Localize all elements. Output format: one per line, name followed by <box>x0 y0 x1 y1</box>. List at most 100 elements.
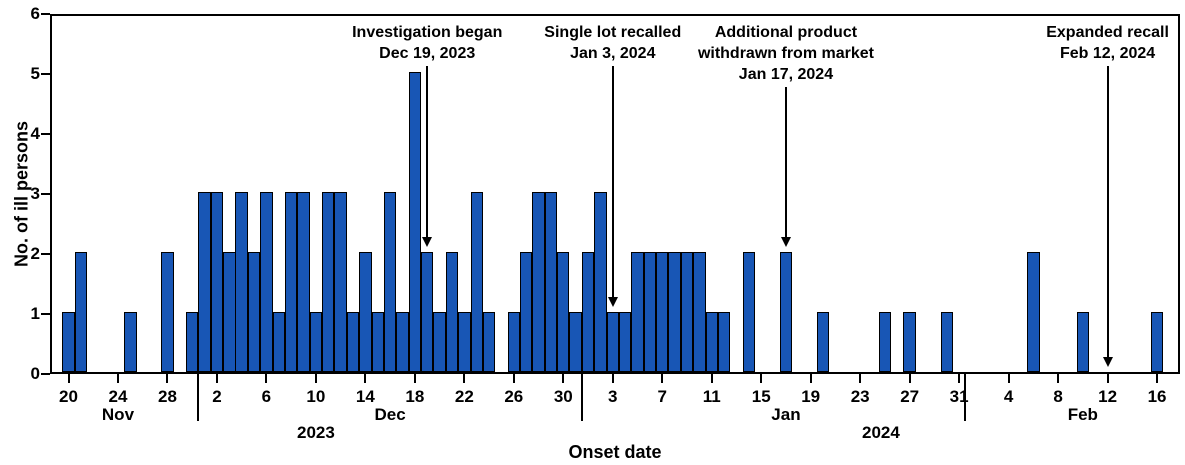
annotation-arrowhead-3 <box>1102 357 1113 367</box>
bar-dec-1 <box>198 192 211 372</box>
bar-jan-14 <box>742 252 756 372</box>
x-day-label-23: 23 <box>850 387 870 406</box>
bar-jan-9 <box>680 252 694 372</box>
bar-dec-28 <box>532 192 545 372</box>
month-label-jan: Jan <box>771 405 801 424</box>
month-separator <box>197 374 200 421</box>
x-tick-mark <box>859 374 862 383</box>
x-day-label-4: 4 <box>1003 387 1014 406</box>
x-day-label-14: 14 <box>355 387 375 406</box>
y-tick-label-4: 4 <box>30 124 40 143</box>
bar-jan-4 <box>618 312 632 372</box>
x-day-label-24: 24 <box>108 387 128 406</box>
bar-nov-25 <box>124 312 137 372</box>
bars-container: Investigation began Dec 19, 2023 Single lo… <box>52 16 1178 372</box>
bar-dec-27 <box>519 252 533 372</box>
x-tick-mark <box>265 374 268 383</box>
bar-jan-3 <box>606 312 619 372</box>
bar-dec-31 <box>569 312 582 372</box>
bar-jan-11 <box>705 312 718 372</box>
bar-jan-20 <box>816 312 830 372</box>
x-tick-mark <box>116 374 119 383</box>
x-tick-mark <box>364 374 367 383</box>
bar-jan-27 <box>903 312 916 372</box>
bar-nov-30 <box>186 312 199 372</box>
bar-dec-21 <box>445 252 459 372</box>
y-tick-label-5: 5 <box>30 64 40 83</box>
bar-jan-8 <box>668 252 681 372</box>
y-tick-mark <box>41 373 50 375</box>
x-day-label-8: 8 <box>1053 387 1063 406</box>
x-tick-mark <box>413 374 416 383</box>
bar-nov-20 <box>62 312 75 372</box>
bar-jan-30 <box>940 312 953 372</box>
y-tick-label-2: 2 <box>30 244 40 263</box>
x-day-label-2: 2 <box>212 387 222 406</box>
x-tick-mark <box>1106 374 1109 383</box>
annotation-arrow-line-1 <box>611 66 614 299</box>
x-axis-title: Onset date <box>568 442 662 462</box>
bar-dec-24 <box>482 312 496 372</box>
bar-feb-10 <box>1076 312 1090 372</box>
x-day-label-22: 22 <box>454 387 474 406</box>
x-day-label-16: 16 <box>1147 387 1167 406</box>
bar-jan-6 <box>643 252 657 372</box>
x-tick-mark <box>809 374 812 383</box>
bar-dec-20 <box>433 312 446 372</box>
annotation-arrow-line-0 <box>426 66 429 239</box>
bar-jan-25 <box>878 312 892 372</box>
x-tick-mark <box>463 374 466 383</box>
x-day-label-20: 20 <box>59 387 78 406</box>
bar-dec-3 <box>223 252 236 372</box>
bar-jan-17 <box>779 252 793 372</box>
annotation-text-2: Additional product withdrawn from market J… <box>697 24 874 83</box>
annotation-text-1: Single lot recalled Jan 3, 2024 <box>544 24 682 62</box>
x-day-label-11: 11 <box>702 387 721 406</box>
year-label-2023: 2023 <box>297 423 335 442</box>
y-tick-mark <box>41 193 50 195</box>
month-separator <box>580 374 583 421</box>
month-label-nov: Nov <box>101 405 135 424</box>
bar-jan-12 <box>717 312 731 372</box>
annotation-arrowhead-2 <box>780 237 791 247</box>
y-tick-label-1: 1 <box>30 304 40 323</box>
bar-dec-8 <box>284 192 298 372</box>
bar-jan-7 <box>656 252 669 372</box>
bar-dec-13 <box>346 312 360 372</box>
bar-dec-23 <box>470 192 483 372</box>
x-day-label-30: 30 <box>553 387 573 406</box>
x-tick-mark <box>512 374 515 383</box>
x-day-label-15: 15 <box>751 387 771 406</box>
bar-jan-5 <box>631 252 644 372</box>
bar-dec-29 <box>544 192 558 372</box>
bar-dec-2 <box>210 192 224 372</box>
x-day-label-7: 7 <box>657 387 667 406</box>
month-label-feb: Feb <box>1067 405 1098 424</box>
x-tick-mark <box>166 374 169 383</box>
bar-feb-16 <box>1150 312 1164 372</box>
bar-feb-6 <box>1027 252 1040 372</box>
bar-dec-16 <box>383 192 397 372</box>
bar-dec-4 <box>235 192 248 372</box>
bar-dec-5 <box>247 252 261 372</box>
annotation-arrowhead-1 <box>607 297 618 307</box>
annotation-arrow-line-3 <box>1106 66 1109 359</box>
x-day-label-3: 3 <box>608 387 618 406</box>
annotation-text-3: Expanded recall Feb 12, 2024 <box>1046 24 1169 62</box>
x-tick-mark <box>215 374 218 383</box>
x-tick-mark <box>1007 374 1010 383</box>
bar-dec-9 <box>297 192 310 372</box>
bar-dec-14 <box>359 252 372 372</box>
y-tick-mark <box>41 73 50 75</box>
annotation-text-0: Investigation began Dec 19, 2023 <box>352 24 503 62</box>
year-label-2024: 2024 <box>862 423 900 442</box>
x-day-label-28: 28 <box>157 387 177 406</box>
x-tick-mark <box>958 374 961 383</box>
bar-dec-22 <box>458 312 471 372</box>
x-day-label-10: 10 <box>306 387 326 406</box>
x-tick-mark <box>1156 374 1159 383</box>
x-tick-mark <box>760 374 763 383</box>
y-tick-label-0: 0 <box>30 364 40 383</box>
plot-area: Investigation began Dec 19, 2023 Single lo… <box>50 14 1180 374</box>
annotation-arrowhead-0 <box>422 237 433 247</box>
